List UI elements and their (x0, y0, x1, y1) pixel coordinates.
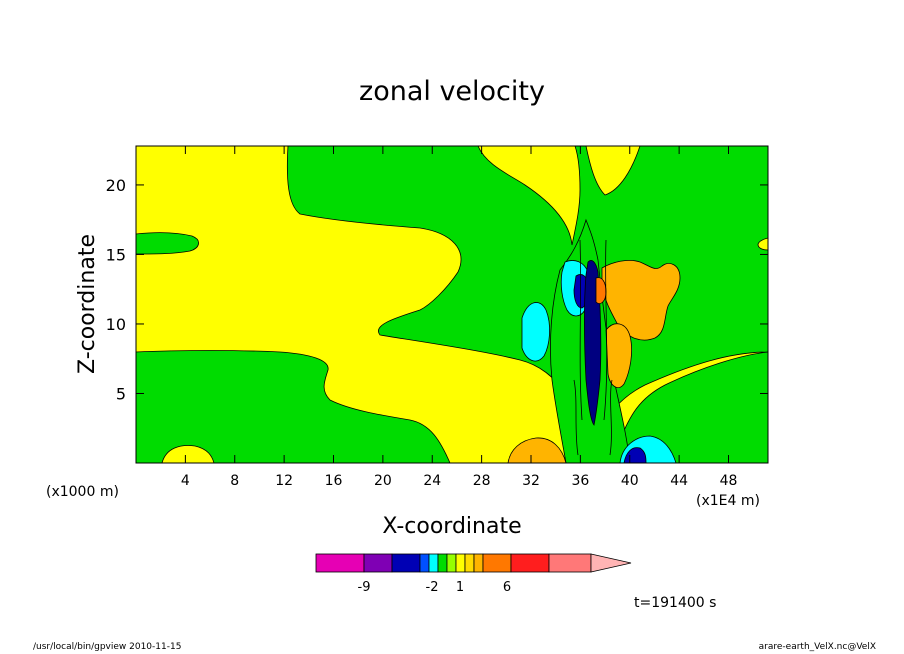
colorbar-swatch (510, 553, 550, 573)
colorbar-extension (590, 553, 632, 573)
x-tick-label: 40 (621, 473, 639, 489)
region-green-lower (136, 350, 451, 463)
region-orange-bottom-left (507, 437, 567, 463)
x-tick-label: 4 (181, 473, 190, 489)
region-yellow-bottom-bump (161, 445, 215, 463)
y-tick-label: 20 (106, 176, 126, 195)
y-axis-label: Z-coordinate (75, 234, 100, 374)
colorbar-swatch (473, 553, 484, 573)
colorbar-swatch (419, 553, 430, 573)
contour-fill-layer (136, 146, 768, 463)
region-yellow-top (477, 146, 581, 246)
x-tick-label: 48 (720, 473, 738, 489)
colorbar-tick-label: 6 (503, 580, 511, 595)
region-cyan-lower-lobe (521, 302, 550, 362)
colorbar-swatch (482, 553, 512, 573)
x-tick-label: 20 (374, 473, 392, 489)
region-orange-column-right (605, 323, 632, 388)
colorbar-swatch (363, 553, 393, 573)
x-tick-label: 12 (275, 473, 293, 489)
x-tick-label: 44 (670, 473, 688, 489)
footer-right: arare-earth_VelX.nc@VelX (758, 642, 876, 652)
y-tick-label: 5 (116, 384, 126, 403)
colorbar-swatch (446, 553, 457, 573)
colorbar-tick-label: 1 (456, 580, 464, 595)
x-tick-label: 36 (571, 473, 589, 489)
time-label: t=191400 s (634, 595, 717, 611)
colorbar-swatch (437, 553, 448, 573)
x-tick-label: 8 (230, 473, 239, 489)
x-tick-label: 24 (423, 473, 441, 489)
colorbar-swatch (391, 553, 421, 573)
y-tick-label: 15 (106, 245, 126, 264)
region-green-upper (286, 146, 768, 431)
colorbar-swatch (455, 553, 466, 573)
region-green-left-tab (136, 232, 199, 255)
footer-left: /usr/local/bin/gpview 2010-11-15 (33, 642, 182, 652)
x-axis-label: X-coordinate (382, 514, 522, 539)
x-unit-label: (x1000 m) (46, 484, 119, 500)
colorbar: -9 -2 1 6 (315, 553, 632, 595)
plot-frame (135, 145, 769, 464)
colorbar-swatch (464, 553, 475, 573)
y-unit-label: (x1E4 m) (696, 493, 760, 509)
region-column-lines (573, 239, 613, 456)
x-tick-label: 28 (473, 473, 491, 489)
colorbar-tick-label: -2 (426, 580, 439, 595)
x-tick-label: 32 (522, 473, 540, 489)
x-tick-label: 16 (325, 473, 343, 489)
axis-ticks (136, 146, 768, 463)
colorbar-swatch (315, 553, 365, 573)
colorbar-tick-label: -9 (358, 580, 371, 595)
chart-title: zonal velocity (359, 76, 545, 107)
y-tick-label: 10 (106, 315, 126, 334)
colorbar-swatch (428, 553, 439, 573)
colorbar-swatch (548, 553, 592, 573)
region-yellow-right-bump (757, 237, 768, 251)
